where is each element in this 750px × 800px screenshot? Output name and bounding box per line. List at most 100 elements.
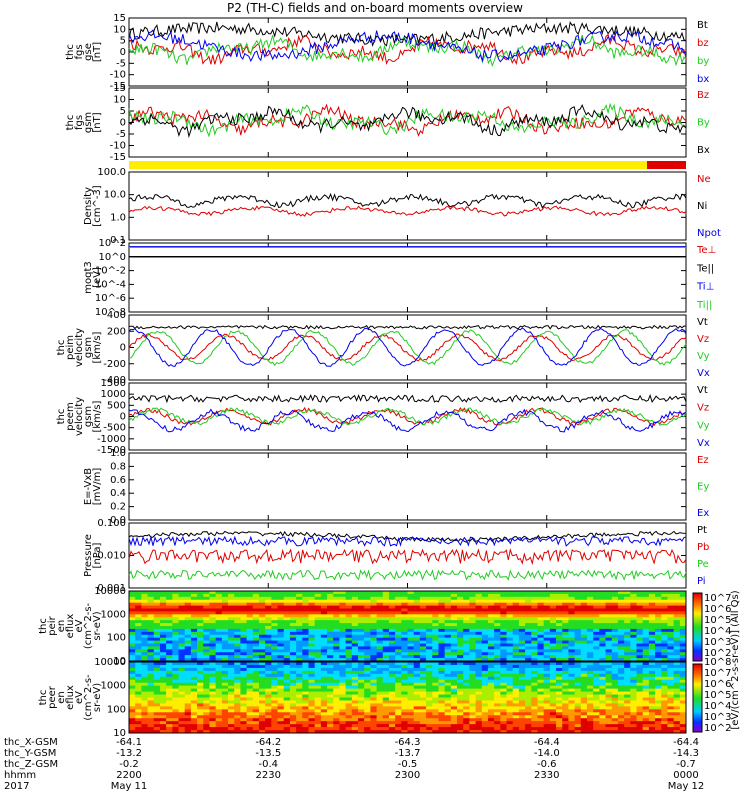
heatmap-cell <box>209 662 217 666</box>
heatmap-cell <box>184 649 192 653</box>
heatmap-cell <box>599 715 607 719</box>
heatmap-cell <box>636 614 644 618</box>
heatmap-cell <box>432 688 439 693</box>
heatmap-cell <box>419 620 427 624</box>
heatmap-cell <box>617 667 625 672</box>
heatmap-cell <box>642 667 650 672</box>
heatmap-cell <box>184 664 192 669</box>
heatmap-cell <box>407 634 415 639</box>
heatmap-cell <box>426 706 433 710</box>
heatmap-cell <box>308 602 316 607</box>
heatmap-cell <box>611 694 619 698</box>
heatmap-cell <box>679 703 687 707</box>
heatmap-cell <box>413 664 421 669</box>
heatmap-cell <box>159 591 167 595</box>
heatmap-cell <box>655 605 662 609</box>
heatmap-cell <box>166 608 173 612</box>
heatmap-cell <box>407 724 415 728</box>
heatmap-cell <box>426 667 433 672</box>
heatmap-cell <box>178 703 186 707</box>
heatmap-cell <box>543 620 551 624</box>
heatmap-cell <box>655 652 662 656</box>
heatmap-cell <box>376 599 384 604</box>
heatmap-cell <box>271 652 279 656</box>
ytick-label: 0 <box>120 47 126 58</box>
heatmap-cell <box>469 602 477 607</box>
heatmap-cell <box>153 712 161 716</box>
heatmap-cell <box>667 724 675 728</box>
heatmap-cell <box>624 596 631 601</box>
heatmap-cell <box>141 724 149 728</box>
heatmap-cell <box>370 611 378 615</box>
heatmap-cell <box>537 640 545 644</box>
heatmap-cell <box>184 688 192 693</box>
heatmap-cell <box>599 640 607 644</box>
heatmap-cell <box>320 631 328 636</box>
heatmap-cell <box>506 670 514 675</box>
heatmap-cell <box>679 652 687 656</box>
heatmap-cell <box>605 611 613 615</box>
heatmap-cell <box>221 596 229 601</box>
heatmap-cell <box>234 634 241 639</box>
heatmap-cell <box>648 591 656 595</box>
heatmap-cell <box>215 679 223 684</box>
heatmap-cell <box>617 591 625 595</box>
heatmap-cell <box>395 611 402 615</box>
heatmap-cell <box>630 646 637 650</box>
heatmap-cell <box>661 634 668 639</box>
heatmap-cell <box>537 709 545 713</box>
heatmap-cell <box>333 670 340 675</box>
heatmap-cell <box>327 655 334 659</box>
heatmap-cell <box>648 703 656 707</box>
heatmap-cell <box>271 617 279 621</box>
heatmap-cell <box>265 691 272 696</box>
heatmap-cell <box>611 727 619 731</box>
heatmap-cell <box>265 667 272 672</box>
heatmap-cell <box>574 721 582 725</box>
heatmap-cell <box>153 685 161 690</box>
heatmap-cell <box>308 631 316 636</box>
heatmap-cell <box>518 697 526 701</box>
heatmap-cell <box>617 721 625 725</box>
heatmap-cell <box>395 664 402 669</box>
heatmap-cell <box>327 679 334 684</box>
heatmap-cell <box>605 628 613 633</box>
heatmap-cell <box>289 670 297 675</box>
heatmap-cell <box>228 676 235 681</box>
ytick-label: 10000 <box>94 586 126 597</box>
heatmap-cell <box>376 643 384 647</box>
series-group <box>128 192 687 217</box>
heatmap-cell <box>308 715 316 719</box>
heatmap-cell <box>246 614 254 618</box>
heatmap-cell <box>475 643 483 647</box>
heatmap-cell <box>283 691 291 696</box>
heatmap-cell <box>190 637 198 642</box>
heatmap-cell <box>190 694 198 698</box>
heatmap-cell <box>376 626 384 630</box>
heatmap-cell <box>556 637 563 642</box>
heatmap-cell <box>630 617 637 621</box>
heatmap-cell <box>370 706 378 710</box>
heatmap-cell <box>413 596 421 601</box>
heatmap-cell <box>395 646 402 650</box>
heatmap-cell <box>357 646 365 650</box>
heatmap-cell <box>586 662 594 666</box>
heatmap-cell <box>277 591 285 595</box>
heatmap-cell <box>586 617 594 621</box>
heatmap-cell <box>296 682 303 687</box>
heatmap-cell <box>314 623 322 627</box>
ytick-label: 1000 <box>101 389 126 400</box>
heatmap-cell <box>648 658 656 662</box>
heatmap-cell <box>661 706 668 710</box>
heatmap-cell <box>351 724 359 728</box>
heatmap-cell <box>153 715 161 719</box>
heatmap-cell <box>630 691 637 696</box>
heatmap-cell <box>320 682 328 687</box>
heatmap-cell <box>159 700 167 704</box>
heatmap-cell <box>426 626 433 630</box>
heatmap-cell <box>258 591 266 595</box>
heatmap-cell <box>364 715 371 719</box>
heatmap-cell <box>531 637 538 642</box>
heatmap-cell <box>333 655 340 659</box>
